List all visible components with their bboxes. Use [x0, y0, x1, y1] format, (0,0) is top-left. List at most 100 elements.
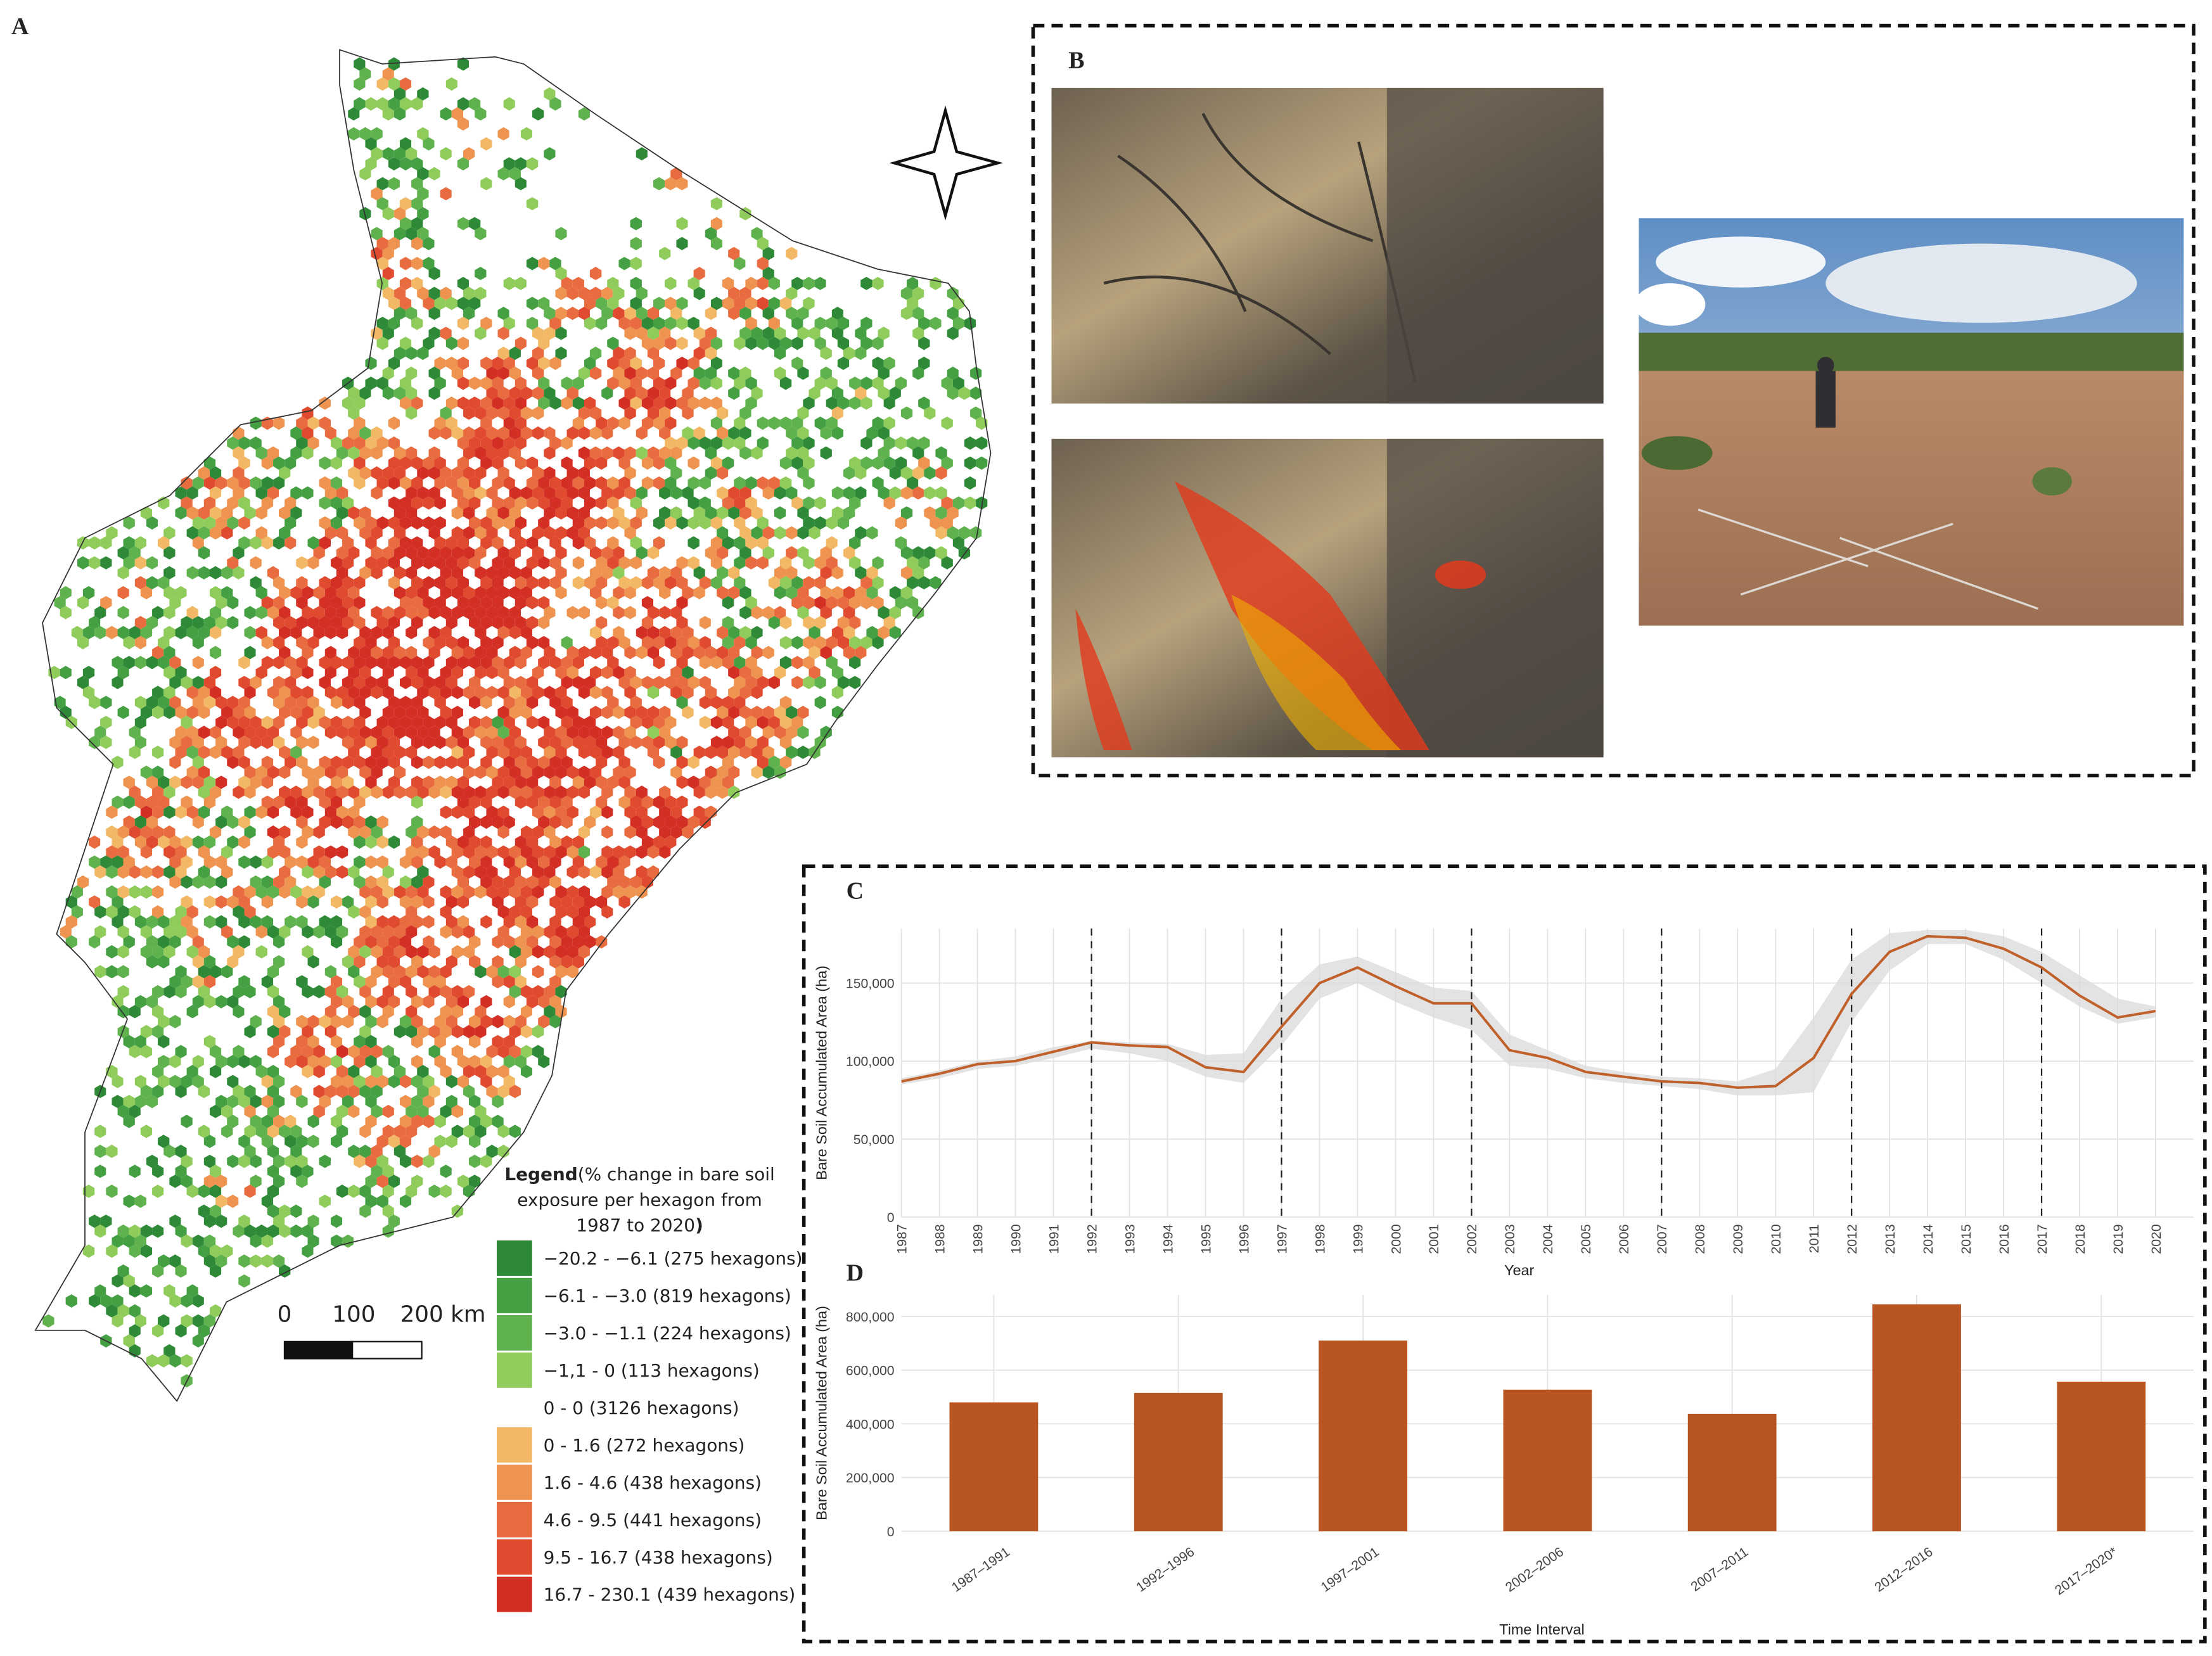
hexagon	[388, 556, 400, 570]
hexagon	[670, 446, 682, 460]
legend-title: Legend(% change in bare soil	[504, 1164, 774, 1185]
hexagon	[158, 775, 170, 789]
hexagon	[324, 845, 336, 859]
hexagon	[480, 755, 492, 769]
hexagon	[296, 1015, 308, 1029]
hexagon	[676, 177, 688, 191]
hexagon	[722, 436, 734, 450]
hexagon	[376, 915, 388, 929]
hexagon	[359, 706, 371, 720]
hexagon	[302, 706, 314, 720]
hexagon	[866, 566, 878, 580]
hexagon	[636, 486, 648, 500]
hexagon	[935, 446, 947, 460]
hexagon	[388, 656, 400, 670]
hexagon	[203, 775, 216, 789]
hexagon	[140, 925, 153, 939]
hexagon	[503, 975, 515, 989]
hexagon	[445, 895, 457, 909]
hexagon	[728, 785, 740, 799]
x-tick-label: 2011	[1807, 1224, 1822, 1253]
hexagon	[710, 197, 722, 210]
hexagon	[855, 347, 867, 360]
hexagon	[647, 446, 660, 460]
hexagon	[895, 456, 907, 470]
hexagon	[423, 336, 435, 350]
hexagon	[163, 925, 176, 939]
hexagon	[607, 277, 619, 290]
hexagon	[843, 646, 855, 659]
hexagon	[186, 706, 198, 720]
hexagon	[572, 656, 584, 670]
hexagon	[676, 396, 688, 410]
hexagon	[497, 685, 509, 699]
hexagon	[279, 685, 291, 699]
hexagon	[572, 416, 584, 430]
hexagon	[371, 965, 383, 979]
hexagon	[503, 656, 515, 670]
hexagon	[192, 995, 204, 1009]
hexagon	[330, 895, 343, 909]
hexagon	[371, 466, 383, 480]
hexagon	[549, 915, 561, 929]
hexagon	[371, 526, 383, 540]
x-tick-label: 2016	[1997, 1224, 2012, 1254]
hexagon	[440, 326, 452, 340]
hexagon	[883, 616, 895, 630]
hexagon	[670, 566, 682, 580]
hexagon	[572, 835, 584, 849]
hexagon	[497, 566, 509, 580]
hexagon	[912, 486, 924, 500]
x-tick-label: 1997–2001	[1319, 1545, 1382, 1595]
hexagon	[296, 895, 308, 909]
hexagon	[572, 915, 584, 929]
hexagon	[261, 496, 274, 510]
hexagon	[192, 775, 204, 789]
hexagon	[227, 815, 239, 829]
hexagon	[900, 466, 913, 480]
hexagon	[451, 685, 464, 699]
hexagon	[181, 736, 193, 749]
hexagon	[307, 1015, 319, 1029]
hexagon	[117, 845, 129, 859]
hexagon	[192, 696, 204, 710]
hexagon	[572, 715, 584, 729]
hexagon	[221, 845, 233, 859]
hexagon	[393, 227, 406, 241]
hexagon	[532, 486, 544, 500]
hexagon	[935, 466, 947, 480]
hexagon	[607, 296, 619, 310]
hexagon	[244, 905, 256, 919]
hexagon	[653, 576, 665, 590]
hexagon	[653, 536, 665, 550]
hexagon	[566, 905, 579, 919]
hexagon	[324, 685, 336, 699]
hexagon	[324, 865, 336, 879]
hexagon	[497, 426, 509, 440]
hexagon	[175, 805, 187, 819]
legend-swatch	[496, 1352, 532, 1388]
hexagon	[313, 865, 325, 879]
hexagon	[376, 317, 388, 331]
hexagon	[826, 396, 838, 410]
hexagon	[468, 935, 481, 949]
hexagon	[636, 845, 648, 859]
hexagon	[140, 626, 153, 640]
hexagon	[440, 1005, 452, 1019]
hexagon	[445, 476, 457, 490]
hexagon	[365, 755, 377, 769]
hexagon	[140, 865, 153, 879]
hexagon	[371, 785, 383, 799]
hexagon	[492, 396, 504, 410]
hexagon	[613, 347, 625, 360]
hexagon	[434, 775, 446, 789]
hexagon	[434, 635, 446, 649]
hexagon	[302, 406, 314, 420]
hexagon	[555, 326, 567, 340]
hexagon	[717, 626, 729, 640]
hexagon	[163, 566, 176, 580]
hexagon	[843, 466, 855, 480]
hexagon	[653, 336, 665, 350]
hexagon	[572, 675, 584, 689]
hexagon	[797, 706, 809, 720]
